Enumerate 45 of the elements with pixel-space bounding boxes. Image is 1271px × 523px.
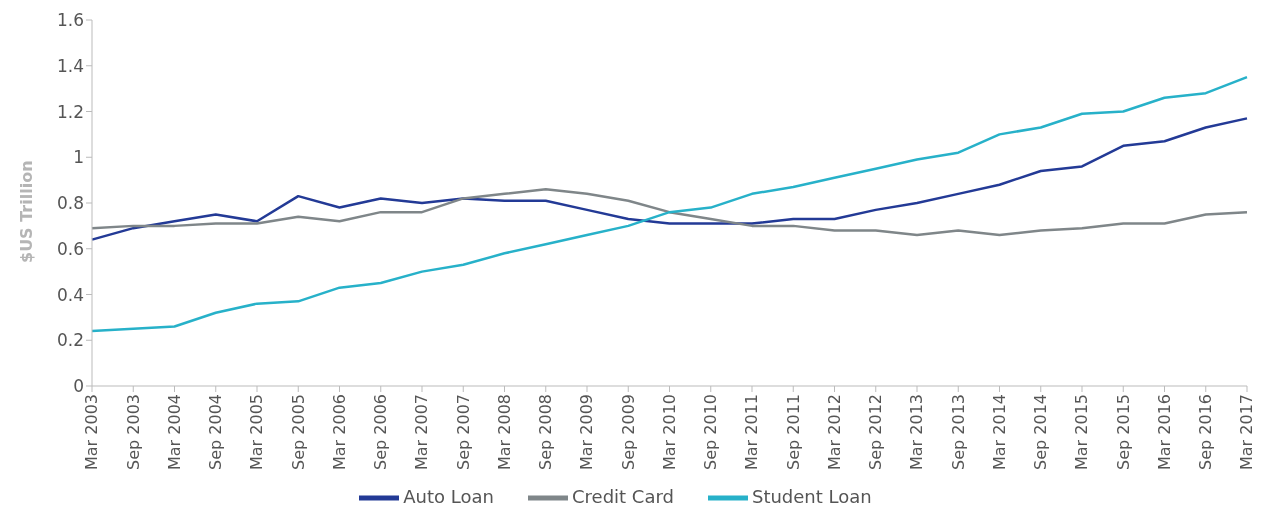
x-tick-label: Mar 2015	[1072, 394, 1092, 470]
y-tick-label: 1	[73, 147, 84, 168]
x-tick-label: Sep 2003	[123, 394, 143, 470]
x-tick-label: Sep 2014	[1031, 394, 1051, 470]
y-tick-label: 0.2	[56, 330, 84, 351]
x-tick-label: Mar 2016	[1154, 394, 1174, 470]
x-tick-label: Sep 2015	[1113, 394, 1133, 470]
legend-label: Auto Loan	[403, 486, 494, 507]
x-tick-label: Mar 2006	[329, 394, 349, 470]
x-tick-label: Mar 2017	[1237, 394, 1257, 470]
y-tick-label: 1.4	[56, 55, 84, 76]
x-tick-label: Mar 2009	[577, 394, 597, 470]
x-tick-label: Mar 2010	[659, 394, 679, 470]
x-tick-label: Mar 2011	[742, 394, 762, 470]
x-tick-label: Mar 2008	[494, 394, 514, 470]
line-series	[90, 117, 1249, 241]
line-series	[90, 188, 1249, 237]
y-tick-label: 1.2	[56, 101, 84, 122]
x-tick-label: Sep 2009	[618, 394, 638, 470]
x-tick-label: Sep 2006	[371, 394, 391, 470]
x-tick-label: Mar 2003	[82, 394, 102, 470]
x-tick-label: Sep 2008	[536, 394, 556, 470]
y-tick-label: 0	[73, 376, 84, 397]
x-tick-label: Sep 2007	[453, 394, 473, 470]
x-tick-label: Mar 2013	[907, 394, 927, 470]
x-tick-label: Mar 2005	[247, 394, 267, 470]
x-tick-label: Mar 2014	[989, 394, 1009, 470]
x-tick-label: Sep 2005	[288, 394, 308, 470]
y-tick-label: 1.6	[56, 10, 84, 31]
x-tick-label: Mar 2007	[412, 394, 432, 470]
x-tick-label: Mar 2004	[164, 394, 184, 470]
legend-label: Credit Card	[571, 486, 674, 507]
y-tick-label: 0.4	[56, 284, 84, 305]
y-tick-label: 0.6	[56, 238, 84, 259]
x-tick-label: Sep 2011	[783, 394, 803, 470]
x-tick-label: Sep 2012	[866, 394, 886, 470]
legend-label: Student Loan	[751, 486, 872, 507]
x-tick-label: Sep 2016	[1196, 394, 1216, 470]
x-tick-label: Sep 2013	[948, 394, 968, 470]
y-axis-title: $US Trillion	[16, 160, 36, 263]
y-tick-label: 0.8	[56, 193, 84, 214]
x-tick-label: Sep 2010	[701, 394, 721, 470]
x-tick-label: Mar 2012	[824, 394, 844, 470]
line-series	[90, 75, 1249, 333]
x-tick-label: Sep 2004	[206, 394, 226, 470]
